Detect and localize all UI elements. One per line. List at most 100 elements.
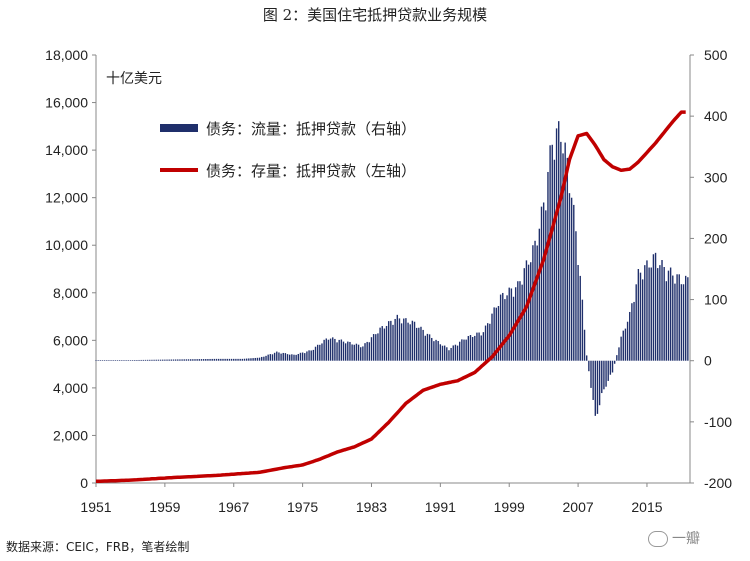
flow-bar <box>306 351 308 361</box>
flow-bar <box>441 345 444 361</box>
flow-bar <box>497 306 500 361</box>
flow-bar <box>108 360 110 361</box>
flow-bar <box>428 334 431 361</box>
left-tick-label: 14,000 <box>45 142 88 158</box>
flow-bar <box>162 359 164 361</box>
flow-bar <box>536 245 538 361</box>
wechat-icon <box>648 531 668 547</box>
flow-bar <box>437 340 439 361</box>
flow-bar <box>329 338 332 361</box>
flow-bar <box>245 358 248 361</box>
flow-bar <box>308 350 310 361</box>
flow-bar <box>168 359 170 361</box>
flow-bar <box>166 359 168 361</box>
flow-bar <box>585 355 588 361</box>
flow-bar <box>607 360 609 381</box>
flow-bar <box>398 318 401 361</box>
flow-bar <box>684 275 687 361</box>
flow-bar <box>189 359 192 361</box>
flow-bar <box>336 342 338 361</box>
flow-bar <box>678 274 680 361</box>
flow-bar <box>323 339 325 361</box>
flow-bar <box>635 284 637 361</box>
flow-bar <box>269 354 272 361</box>
flow-bar <box>581 299 584 361</box>
flow-bar <box>570 197 573 361</box>
flow-bar <box>347 341 349 361</box>
flow-bar <box>405 318 407 361</box>
flow-bar <box>568 193 571 361</box>
flow-bar <box>456 345 459 361</box>
flow-bar <box>476 332 478 361</box>
flow-bar <box>265 355 267 361</box>
flow-bar <box>400 323 403 361</box>
flow-bar <box>170 359 173 361</box>
left-tick-label: 16,000 <box>45 95 88 111</box>
flow-bar <box>588 360 590 372</box>
flow-bar <box>185 359 188 361</box>
flow-bar <box>403 318 405 361</box>
flow-bar <box>644 265 646 361</box>
legend-label-line: 债务：存量：抵押贷款（左轴） <box>206 162 416 180</box>
line-series <box>96 110 686 484</box>
flow-bar <box>431 337 433 361</box>
flow-bar <box>495 307 498 361</box>
flow-bar <box>620 336 622 361</box>
flow-bar <box>506 295 508 361</box>
flow-bar <box>394 318 396 361</box>
flow-bar <box>450 347 452 361</box>
flow-bar <box>297 353 300 361</box>
flow-bar <box>327 339 330 361</box>
flow-bar <box>590 360 592 388</box>
flow-bar <box>525 260 528 361</box>
flow-bar <box>609 360 612 375</box>
flow-bar <box>267 354 269 361</box>
flow-bar <box>482 332 485 361</box>
flow-bar <box>641 279 644 361</box>
flow-bar <box>504 299 506 361</box>
flow-bar <box>228 358 231 361</box>
x-tick-label: 1975 <box>287 499 318 515</box>
flow-bar <box>187 359 190 361</box>
flow-bar <box>200 359 203 361</box>
flow-bar <box>676 274 678 361</box>
flow-bar <box>121 360 123 361</box>
flow-bar <box>579 275 581 361</box>
flow-bar <box>639 272 642 361</box>
flow-bar <box>665 281 668 361</box>
flow-bar <box>209 358 211 361</box>
flow-bar <box>295 354 297 361</box>
x-tick-label: 1967 <box>218 499 249 515</box>
flow-bar <box>566 157 569 361</box>
flow-bar <box>202 359 205 361</box>
x-tick-label: 1983 <box>356 499 387 515</box>
flow-bar <box>422 329 424 361</box>
x-tick-label: 1951 <box>80 499 111 515</box>
flow-bar <box>151 359 153 361</box>
flow-bar <box>409 324 411 361</box>
flow-bar <box>211 358 213 361</box>
flow-bar <box>125 360 127 361</box>
legend-label-bar: 债务：流量：抵押贷款（右轴） <box>206 120 416 138</box>
bar-series <box>95 121 689 416</box>
flow-bar <box>114 360 117 361</box>
flow-bar <box>616 355 618 361</box>
flow-bar <box>377 333 379 361</box>
flow-bar <box>301 352 304 361</box>
flow-bar <box>198 359 201 361</box>
flow-bar <box>413 321 416 361</box>
flow-bar <box>215 358 218 361</box>
right-tick-label: 100 <box>704 292 728 308</box>
flow-bar <box>334 338 336 361</box>
flow-bar <box>624 328 627 361</box>
flow-bar <box>222 358 224 361</box>
flow-bar <box>360 347 362 361</box>
flow-bar <box>174 359 177 361</box>
flow-bar <box>95 360 97 361</box>
flow-bar <box>459 341 461 361</box>
flow-bar <box>353 344 355 361</box>
flow-bar <box>293 354 295 361</box>
flow-bar <box>149 359 151 361</box>
flow-bar <box>364 343 366 361</box>
right-tick-label: 500 <box>704 47 728 63</box>
